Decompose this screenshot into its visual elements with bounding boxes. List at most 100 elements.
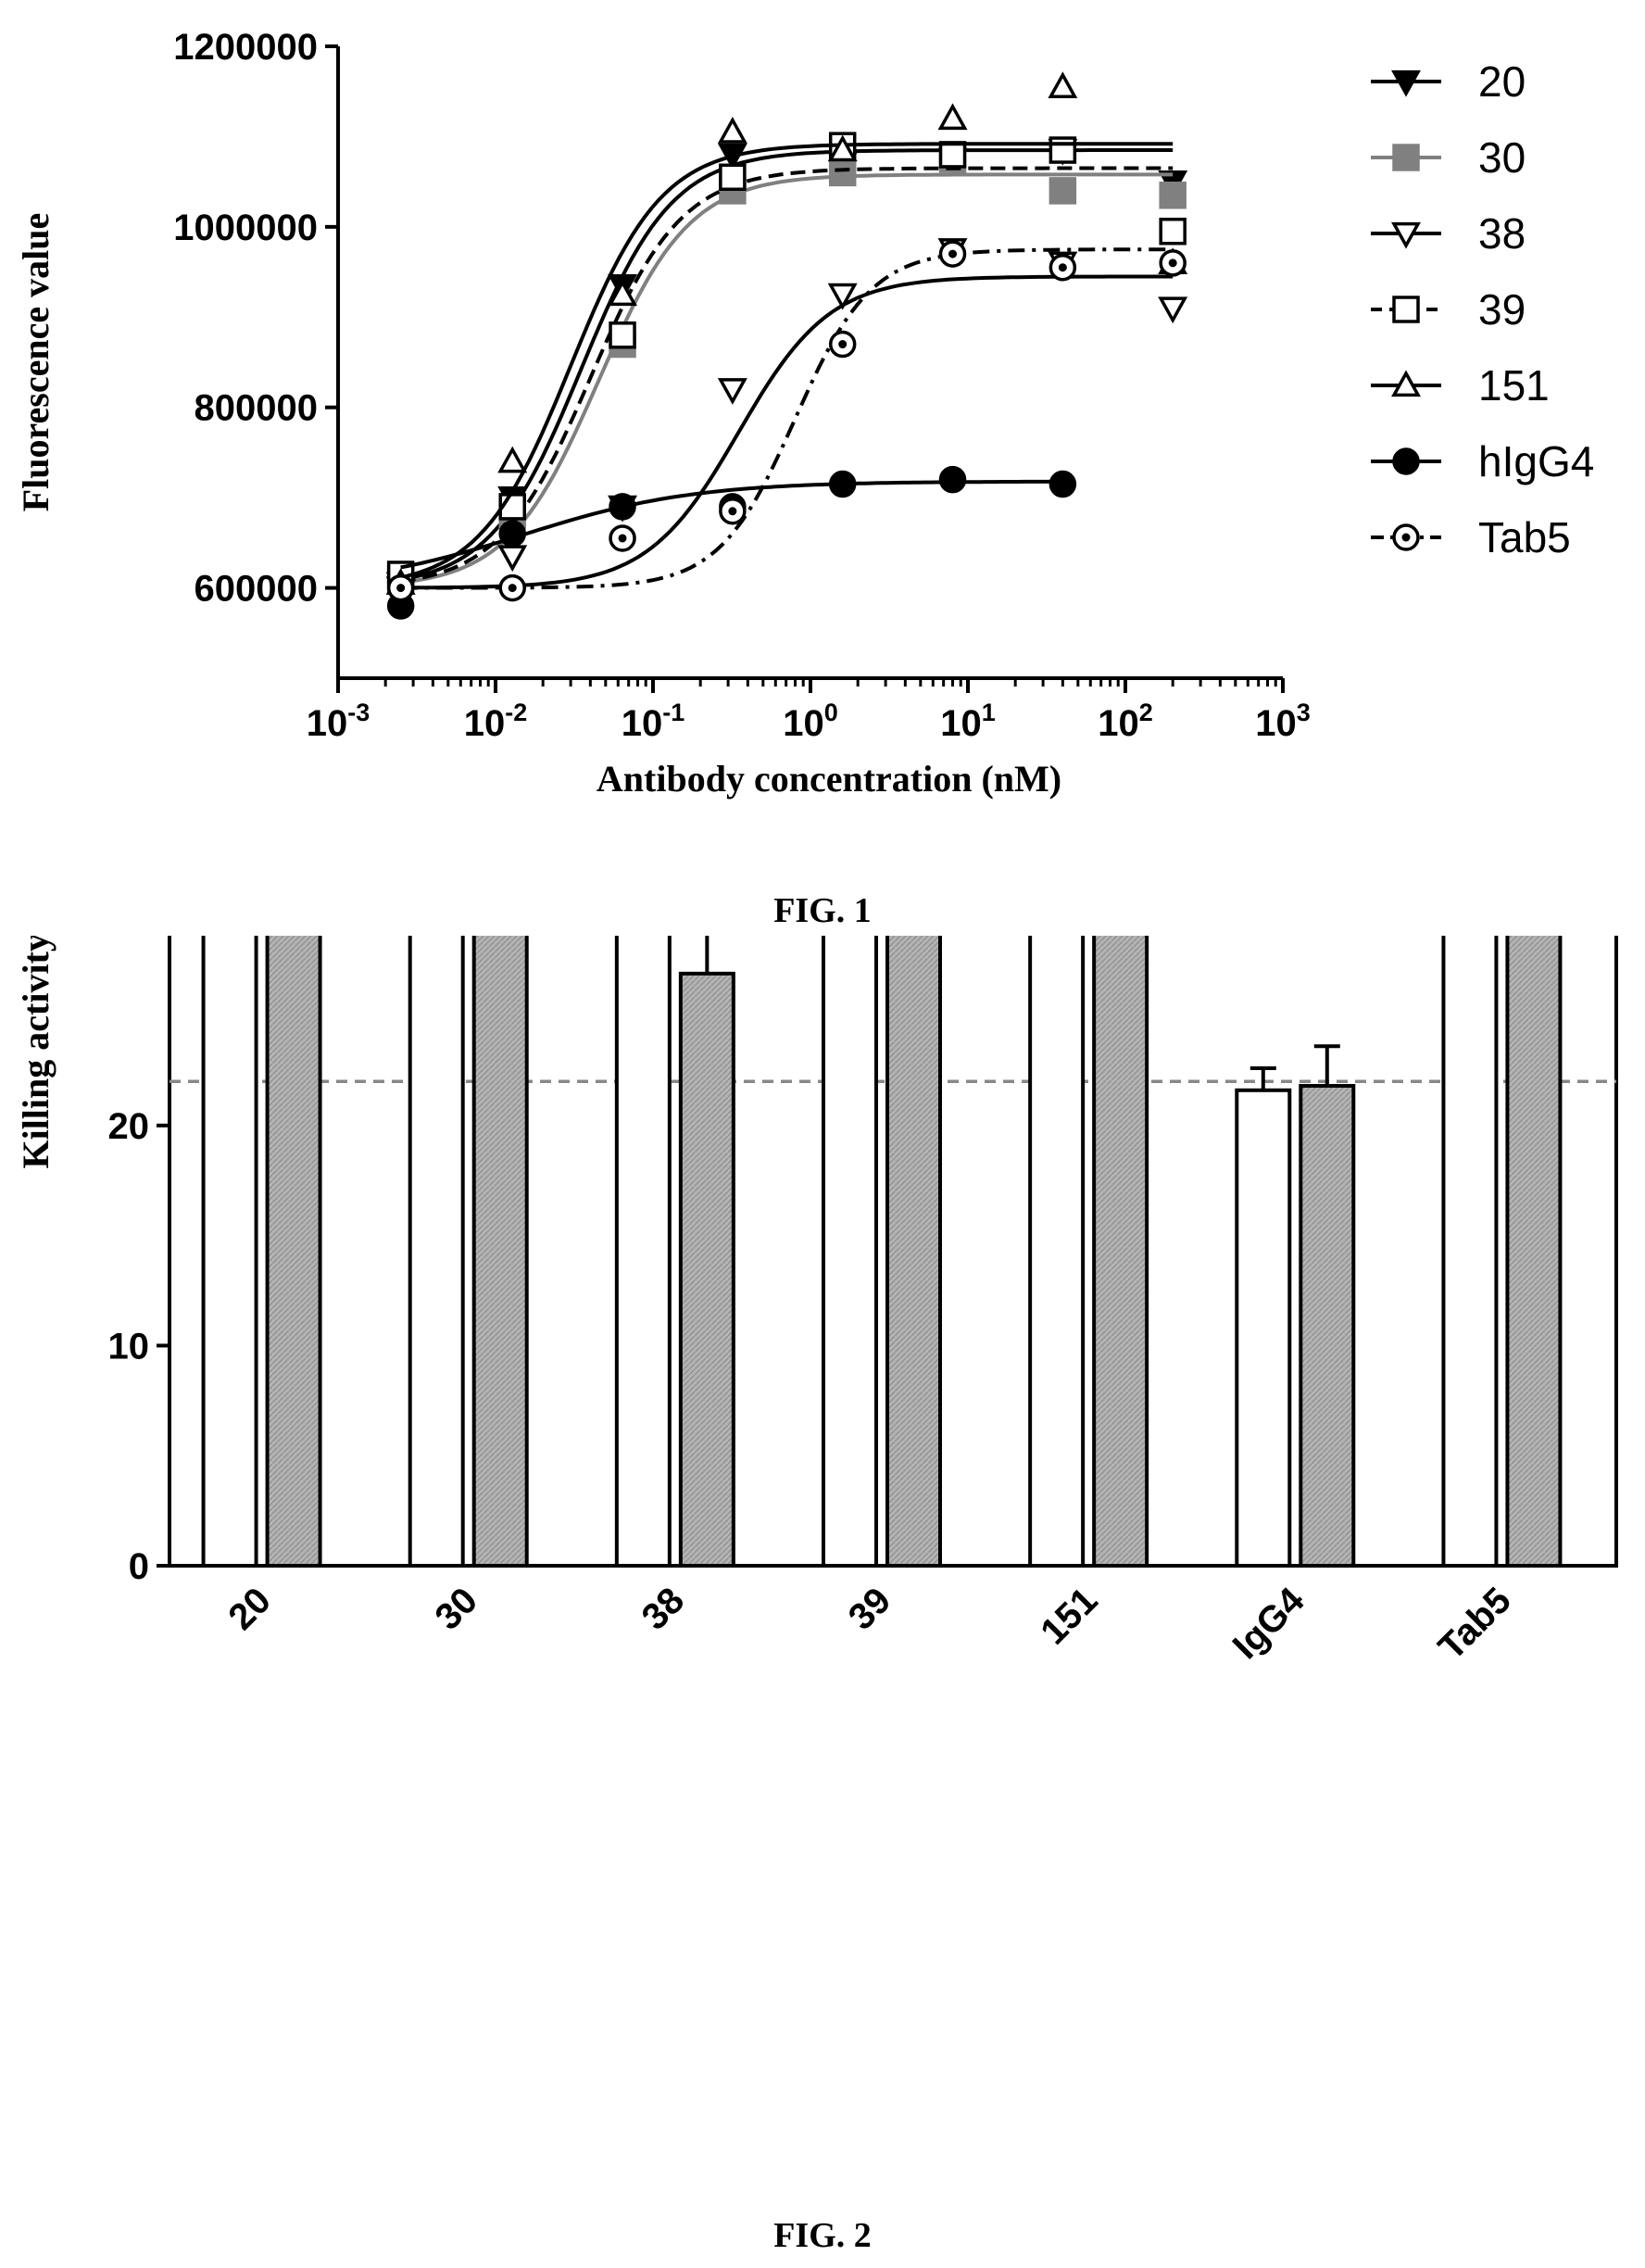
legend-tab5-marker-dot xyxy=(1401,533,1411,542)
series-tab5-point-dot xyxy=(948,249,958,258)
series-tab5-point xyxy=(719,498,747,525)
fig2-category-label: 20 xyxy=(220,1580,279,1638)
legend-151-label: 151 xyxy=(1478,361,1550,410)
series-30-point xyxy=(828,158,857,187)
fig1-y-axis-title: Fluorescence value xyxy=(15,213,57,512)
legend-39-marker xyxy=(1392,296,1420,323)
fig1-y-tick-label: 1200000 xyxy=(173,27,318,68)
series-30-fit-line xyxy=(400,172,1174,585)
series-tab5-point-dot xyxy=(396,584,406,593)
bar-20nm-39 xyxy=(822,936,878,1569)
fig1-x-tick-label: 10-2 xyxy=(464,699,528,744)
legend-39-label: 39 xyxy=(1478,285,1526,334)
fig1-x-tick-label: 103 xyxy=(1255,699,1311,744)
series-38-point xyxy=(827,283,858,310)
legend-38-marker xyxy=(1391,221,1421,249)
fig2-category-label: 30 xyxy=(427,1580,485,1638)
series-tab5-point xyxy=(938,240,967,268)
legend-tab5-label: Tab5 xyxy=(1478,513,1571,561)
series-tab5-point-dot xyxy=(508,584,517,593)
fig2-plot-area: 01020304050Killing activity (%)203038391… xyxy=(15,936,1618,1668)
series-38-point xyxy=(497,545,528,573)
bar-100nm-20 xyxy=(265,936,322,1568)
series-151-point xyxy=(717,116,747,144)
fig2-chart: 01020304050Killing activity (%)203038391… xyxy=(15,936,1618,2255)
fig2-y-tick-label: 20 xyxy=(108,1106,150,1147)
series-tab5-point-dot xyxy=(838,340,848,349)
legend-20-label: 20 xyxy=(1478,57,1526,106)
legend-30-label: 30 xyxy=(1478,133,1526,182)
legend-38-label: 38 xyxy=(1478,209,1526,258)
fig1-x-tick-label: 101 xyxy=(940,699,996,744)
bar-20nm-tab5 xyxy=(1441,936,1499,1568)
fig2-caption: FIG. 2 xyxy=(773,2216,872,2255)
legend-higg4-label: hIgG4 xyxy=(1478,437,1594,485)
fig2-category-label: 39 xyxy=(841,1580,899,1638)
bar-20nm-igg4 xyxy=(1235,1088,1292,1568)
bar-100nm-igg4 xyxy=(1299,1084,1356,1569)
fig1-x-axis-title: Antibody concentration (nM) xyxy=(596,758,1061,800)
series-151-point xyxy=(937,103,968,131)
fig1-caption: FIG. 1 xyxy=(773,891,872,930)
bar-20nm-30 xyxy=(408,936,465,1568)
series-tab5-point-dot xyxy=(618,534,627,543)
bar-20nm-151 xyxy=(1028,936,1086,1569)
legend-higg4-marker xyxy=(1392,447,1420,475)
fig1-y-tick-label: 600000 xyxy=(195,569,318,610)
fig1-x-tick-label: 10-1 xyxy=(622,699,685,744)
series-151-point xyxy=(827,134,858,162)
series-tab5-point xyxy=(828,330,857,359)
fig2-y-axis-title: Killing activity (%) xyxy=(15,936,57,1169)
series-higg4-point xyxy=(498,520,526,548)
legend-151-marker xyxy=(1391,370,1421,397)
series-higg4-point xyxy=(938,465,967,494)
series-tab5-point-dot xyxy=(1058,263,1067,272)
fig1-x-tick-label: 10-3 xyxy=(307,699,370,744)
bar-100nm-151 xyxy=(1092,936,1149,1568)
series-39-point xyxy=(609,321,636,349)
series-39-point xyxy=(1159,217,1187,246)
series-151-point xyxy=(608,279,638,307)
bar-20nm-38 xyxy=(614,936,672,1569)
series-tab5-point xyxy=(1049,253,1077,282)
series-151-point xyxy=(497,446,528,473)
series-38-fit-line xyxy=(400,274,1174,590)
fig1-chart: 600000 800000 1000000 1200000 10-3 10-2 10-1 10… xyxy=(15,27,1594,930)
series-151-point xyxy=(1048,71,1078,98)
fig2-category-label: 151 xyxy=(1033,1580,1105,1652)
series-38-point xyxy=(717,378,747,405)
series-tab5-fit-line xyxy=(400,247,1174,590)
fig2-category-label: IgG4 xyxy=(1225,1580,1313,1668)
series-30-point xyxy=(1049,177,1077,205)
fig2-category-label: 38 xyxy=(634,1580,693,1638)
fig2-category-label: Tab5 xyxy=(1431,1580,1519,1668)
fig1-y-tick-label: 1000000 xyxy=(173,208,318,248)
series-higg4-point xyxy=(1049,470,1077,498)
series-39-point xyxy=(1049,136,1077,164)
series-151-fit-line xyxy=(400,142,1174,580)
bar-100nm-30 xyxy=(471,936,529,1568)
series-tab5-point-dot xyxy=(728,507,737,516)
series-tab5-point xyxy=(1159,249,1187,277)
series-38-point xyxy=(1158,296,1188,324)
series-39-fit-line xyxy=(400,166,1174,584)
series-tab5-point xyxy=(609,524,636,552)
series-higg4-point xyxy=(828,470,857,498)
series-20-fit-line xyxy=(400,148,1174,582)
legend-20-marker xyxy=(1391,69,1421,97)
series-30-point xyxy=(1159,182,1187,209)
fig1-y-tick-label: 800000 xyxy=(195,388,318,429)
legend-30-marker xyxy=(1392,144,1420,171)
legend-tab5-marker xyxy=(1392,523,1420,551)
fig2-y-tick-label: 0 xyxy=(129,1546,149,1587)
series-tab5-point xyxy=(386,573,415,602)
series-tab5-point-dot xyxy=(1168,258,1177,268)
fig2-y-tick-label: 10 xyxy=(108,1326,150,1367)
fig1-x-tick-label: 102 xyxy=(1098,699,1153,744)
bar-100nm-tab5 xyxy=(1505,936,1563,1568)
fig1-x-tick-label: 100 xyxy=(783,699,838,744)
series-higg4-point xyxy=(609,493,636,521)
fig1-legend: 20 30 38 39 151 hIgG4 Tab5 xyxy=(1371,57,1594,561)
series-39-point xyxy=(719,163,747,192)
